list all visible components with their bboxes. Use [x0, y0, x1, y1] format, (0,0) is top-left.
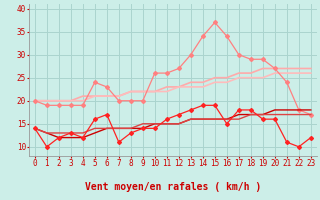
X-axis label: Vent moyen/en rafales ( km/h ): Vent moyen/en rafales ( km/h ): [85, 182, 261, 192]
